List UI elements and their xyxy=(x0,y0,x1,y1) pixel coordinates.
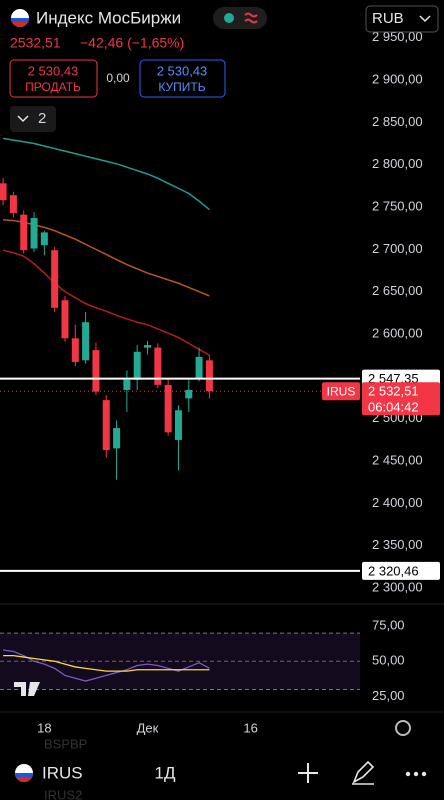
candle-body xyxy=(123,379,131,390)
tv-logo xyxy=(14,682,40,696)
candle-body xyxy=(82,322,90,361)
more-icon[interactable] xyxy=(405,771,427,777)
candle-body xyxy=(20,214,28,251)
symbol-tag-label: IRUS xyxy=(327,384,356,398)
y-tick-label: 2 750,00 xyxy=(372,198,423,213)
chevron xyxy=(419,15,431,23)
price: 2532,51 xyxy=(10,35,61,51)
x-tick-label: Дек xyxy=(137,720,159,735)
toolbar: IRUS 1Д xyxy=(15,720,427,785)
chart-area: 2 950,00 2 900,00 2 850,00 2 800,00 2 750,00… xyxy=(0,29,444,735)
status-dot xyxy=(224,13,234,23)
flag-red xyxy=(16,777,32,782)
draw-icon[interactable] xyxy=(352,760,375,785)
candle-body xyxy=(40,232,48,246)
candle-body xyxy=(195,356,203,379)
y-tick-label: 50,00 xyxy=(372,653,405,668)
price-tag-label: 2 320,46 xyxy=(368,563,419,578)
candle-body xyxy=(164,384,172,433)
indicators-toggle[interactable] xyxy=(10,106,56,132)
y-tick-label: 2 350,00 xyxy=(372,537,423,552)
x-tick-label: 16 xyxy=(243,720,257,735)
moving-average xyxy=(2,249,210,356)
y-tick-label: 2 450,00 xyxy=(372,453,423,468)
currency: RUB xyxy=(372,10,404,27)
chevron xyxy=(17,115,29,123)
candle-body xyxy=(174,410,182,440)
interval[interactable]: 1Д xyxy=(155,763,176,782)
rsi-line xyxy=(3,655,210,672)
candle-body xyxy=(51,250,59,308)
delay-icon xyxy=(244,12,258,24)
buy-price: 2 530,43 xyxy=(157,63,208,78)
flag-red xyxy=(12,22,28,27)
spread: 0,00 xyxy=(106,71,130,85)
y-tick-label: 2 850,00 xyxy=(372,114,423,129)
x-tick-label: 18 xyxy=(37,720,51,735)
candle-body xyxy=(154,347,162,385)
candle-body xyxy=(9,195,17,213)
candle-body xyxy=(113,428,121,449)
candle-body xyxy=(133,351,141,380)
buy-label: КУПИТЬ xyxy=(158,80,205,94)
currency-button[interactable] xyxy=(365,5,439,33)
title: Индекс МосБиржи xyxy=(36,8,181,27)
y-tick-label: 2 950,00 xyxy=(372,29,423,44)
candle-body xyxy=(61,300,69,339)
candle-body xyxy=(185,389,193,399)
change: −42,46 (−1,65%) xyxy=(80,35,184,51)
indicators-count: 2 xyxy=(38,110,46,127)
candle-body xyxy=(92,350,100,392)
y-tick-label: 2 650,00 xyxy=(372,283,423,298)
status-pill[interactable] xyxy=(213,7,267,29)
candle-body xyxy=(30,218,38,249)
sell-price: 2 530,43 xyxy=(28,63,79,78)
y-tick-label: 25,00 xyxy=(372,688,405,703)
y-tick-label: 2 600,00 xyxy=(372,325,423,340)
y-tick-label: 2 400,00 xyxy=(372,495,423,510)
settings-icon[interactable] xyxy=(395,720,411,736)
candle-body xyxy=(102,400,110,451)
last-price-label: 2 532,51 xyxy=(368,384,419,399)
candle-body xyxy=(205,360,213,392)
candle-body xyxy=(0,183,7,201)
y-tick-label: 75,00 xyxy=(372,618,405,633)
y-tick-label: 2 700,00 xyxy=(372,241,423,256)
add-icon[interactable] xyxy=(298,763,318,783)
symbol[interactable]: IRUS xyxy=(42,763,83,782)
header: Индекс МосБиржи RUB 2532,51 −42,46 (−1,6… xyxy=(9,5,439,132)
sell-label: ПРОДАТЬ xyxy=(25,80,81,94)
sell-button[interactable] xyxy=(9,59,98,98)
moving-average xyxy=(2,137,210,211)
y-tick-label: 2 800,00 xyxy=(372,156,423,171)
last-price-tag xyxy=(362,382,440,416)
price-tag xyxy=(362,561,440,580)
ghost-symbol: BSPBP xyxy=(44,736,87,751)
countdown: 06:04:42 xyxy=(368,400,419,415)
candle-body xyxy=(71,338,79,363)
y-tick-label: 2 300,00 xyxy=(372,580,423,595)
y-tick-label: 2 900,00 xyxy=(372,71,423,86)
buy-button[interactable] xyxy=(139,59,226,98)
ghost-symbol: IRUS2 xyxy=(44,787,82,800)
candle-body xyxy=(144,345,152,348)
symbol-tag xyxy=(322,382,360,401)
